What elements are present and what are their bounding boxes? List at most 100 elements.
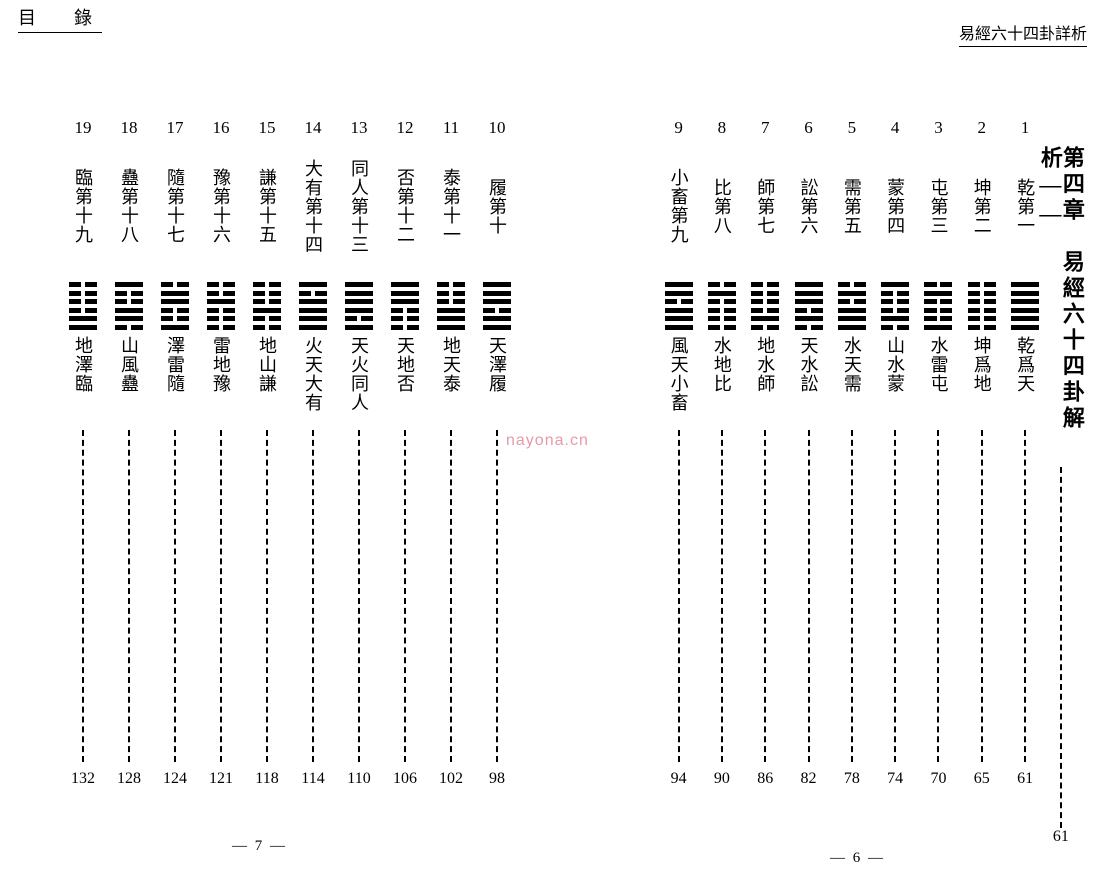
hex-line-broken (69, 291, 97, 296)
hex-line-solid (665, 282, 693, 287)
hex-line-broken (968, 299, 996, 304)
hex-line-solid (665, 291, 693, 296)
hexagram-icon (924, 282, 952, 330)
toc-entry: 17隨第十七澤雷隨124 (152, 90, 198, 794)
hexagram-icon (665, 282, 693, 330)
hex-line-solid (881, 282, 909, 287)
entry-number: 3 (934, 90, 943, 146)
hex-line-broken (207, 291, 235, 296)
hex-line-broken (968, 291, 996, 296)
entry-page: 132 (71, 770, 95, 794)
toc-entry: 8比第八水地比90 (700, 90, 743, 848)
entry-body: 小畜第九風天小畜94 (665, 146, 693, 794)
hex-line-broken (161, 282, 189, 287)
hex-line-solid (838, 316, 866, 321)
leader-line (496, 430, 498, 762)
hexagram-icon (345, 282, 373, 330)
hex-line-solid (924, 325, 952, 330)
entry-name: 蠱第十八 (120, 146, 138, 266)
hexagram-name: 水天需 (843, 336, 861, 426)
entry-number: 19 (75, 90, 92, 146)
hex-line-broken (924, 299, 952, 304)
toc-entry: 18蠱第十八山風蠱128 (106, 90, 152, 794)
hex-line-broken (483, 308, 511, 313)
hex-line-broken (968, 316, 996, 321)
hex-line-broken (161, 308, 189, 313)
leader-line (721, 430, 723, 762)
entry-number: 9 (674, 90, 683, 146)
hex-line-broken (207, 282, 235, 287)
left-page-columns: 10履第十天澤履9811泰第十一地天泰10212否第十二天地否10613同人第十… (50, 90, 520, 794)
hex-line-solid (437, 325, 465, 330)
hexagram-icon (795, 282, 823, 330)
entry-page: 110 (347, 770, 370, 794)
hex-line-solid (924, 291, 952, 296)
entry-name: 同人第十三 (350, 146, 368, 266)
entry-name: 乾第一 (1016, 146, 1034, 266)
hex-line-solid (161, 291, 189, 296)
hex-line-broken (838, 299, 866, 304)
entry-name: 泰第十一 (442, 146, 460, 266)
hex-line-broken (437, 291, 465, 296)
hex-line-broken (751, 299, 779, 304)
entry-number: 16 (213, 90, 230, 146)
chapter-page: 61 (1053, 828, 1069, 848)
entry-name: 訟第六 (800, 146, 818, 266)
entry-body: 坤第二坤爲地65 (968, 146, 996, 794)
hex-line-solid (483, 325, 511, 330)
entry-name: 大有第十四 (304, 146, 322, 266)
hex-line-broken (881, 325, 909, 330)
entry-name: 比第八 (713, 146, 731, 266)
entry-name: 履第十 (488, 146, 506, 266)
footer-left-page-num: — 7 — (232, 838, 287, 855)
hex-line-broken (69, 299, 97, 304)
hex-line-solid (69, 325, 97, 330)
hex-line-broken (924, 308, 952, 313)
hex-line-solid (437, 308, 465, 313)
toc-entry: 6訟第六天水訟82 (787, 90, 830, 848)
hex-line-broken (69, 282, 97, 287)
entry-page: 82 (801, 770, 817, 794)
right-page-columns: 第四章 易經六十四卦解析—— 61 1乾第一乾爲天612坤第二坤爲地653屯第三… (657, 90, 1075, 848)
entry-body: 否第十二天地否106 (391, 146, 419, 794)
entry-name: 坤第二 (973, 146, 991, 266)
hex-line-broken (881, 299, 909, 304)
leader-line (450, 430, 452, 762)
hexagram-icon (968, 282, 996, 330)
hex-line-solid (207, 299, 235, 304)
hex-line-solid (1011, 316, 1039, 321)
leader-line (851, 430, 853, 762)
leader-line (404, 430, 406, 762)
toc-entry: 14大有第十四火天大有114 (290, 90, 336, 794)
hexagram-icon (253, 282, 281, 330)
hex-line-solid (299, 325, 327, 330)
chapter-title: 第四章 易經六十四卦解析—— (1039, 146, 1083, 457)
entry-page: 78 (844, 770, 860, 794)
hexagram-name: 水雷屯 (929, 336, 947, 426)
entry-page: 106 (393, 770, 417, 794)
entry-number: 1 (1021, 90, 1030, 146)
entry-page: 74 (887, 770, 903, 794)
entry-body: 比第八水地比90 (708, 146, 736, 794)
hex-line-solid (391, 299, 419, 304)
entry-number: 7 (761, 90, 770, 146)
hex-line-broken (751, 325, 779, 330)
toc-entry: 16豫第十六雷地豫121 (198, 90, 244, 794)
hex-line-solid (838, 291, 866, 296)
hex-line-solid (795, 316, 823, 321)
entry-page: 102 (439, 770, 463, 794)
hexagram-icon (161, 282, 189, 330)
hex-line-broken (751, 308, 779, 313)
entry-body: 謙第十五地山謙118 (253, 146, 281, 794)
hex-line-solid (838, 308, 866, 313)
hex-line-solid (115, 316, 143, 321)
toc-entry: 15謙第十五地山謙118 (244, 90, 290, 794)
hex-line-broken (751, 282, 779, 287)
hex-line-broken (253, 316, 281, 321)
entry-page: 90 (714, 770, 730, 794)
toc-entry: 9小畜第九風天小畜94 (657, 90, 700, 848)
hexagram-icon (391, 282, 419, 330)
hexagram-name: 雷地豫 (212, 336, 230, 426)
hex-line-broken (253, 282, 281, 287)
toc-label: 目 錄 (18, 4, 102, 33)
